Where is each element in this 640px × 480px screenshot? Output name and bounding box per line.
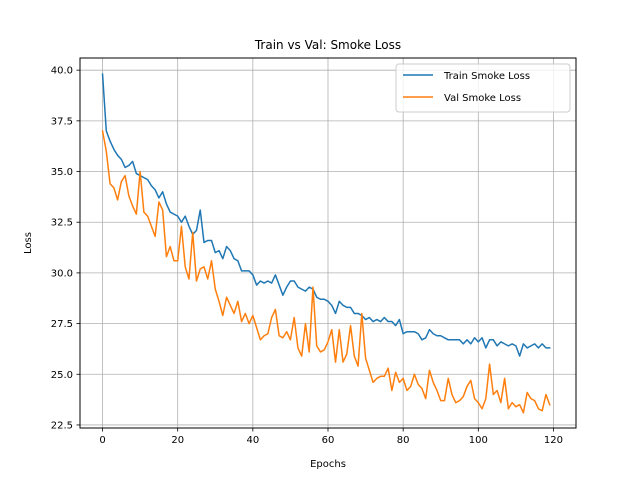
y-tick-label: 30.0: [51, 268, 73, 279]
y-axis-label: Loss: [23, 232, 34, 254]
legend-label-val: Val Smoke Loss: [444, 93, 521, 104]
x-axis-label: Epochs: [310, 459, 346, 470]
chart-title: Train vs Val: Smoke Loss: [254, 38, 401, 52]
series-lines: [101, 73, 551, 414]
y-tick-label: 32.5: [51, 218, 73, 229]
legend: Train Smoke Loss Val Smoke Loss: [395, 63, 571, 113]
x-tick-label: 0: [99, 435, 105, 446]
x-tick-label: 120: [544, 435, 563, 446]
x-tick-label: 100: [469, 435, 488, 446]
legend-frame: [395, 63, 571, 113]
y-tick-label: 27.5: [51, 319, 73, 330]
x-tick-label: 60: [322, 435, 335, 446]
val-loss-line: [101, 130, 551, 414]
legend-label-train: Train Smoke Loss: [443, 71, 530, 82]
x-tick-label: 80: [397, 435, 410, 446]
axis-ticks: 0 20 40 60 80 100 120 22.5 25.0 27.5 30.0 32.5 35.0 3…: [51, 66, 563, 446]
grid: [80, 58, 576, 428]
train-loss-line: [101, 73, 551, 357]
y-tick-label: 37.5: [51, 116, 73, 127]
x-tick-label: 20: [171, 435, 184, 446]
y-tick-label: 35.0: [51, 167, 73, 178]
y-tick-label: 40.0: [51, 66, 73, 77]
y-tick-label: 25.0: [51, 370, 73, 381]
x-tick-label: 40: [246, 435, 259, 446]
y-tick-label: 22.5: [51, 420, 73, 431]
